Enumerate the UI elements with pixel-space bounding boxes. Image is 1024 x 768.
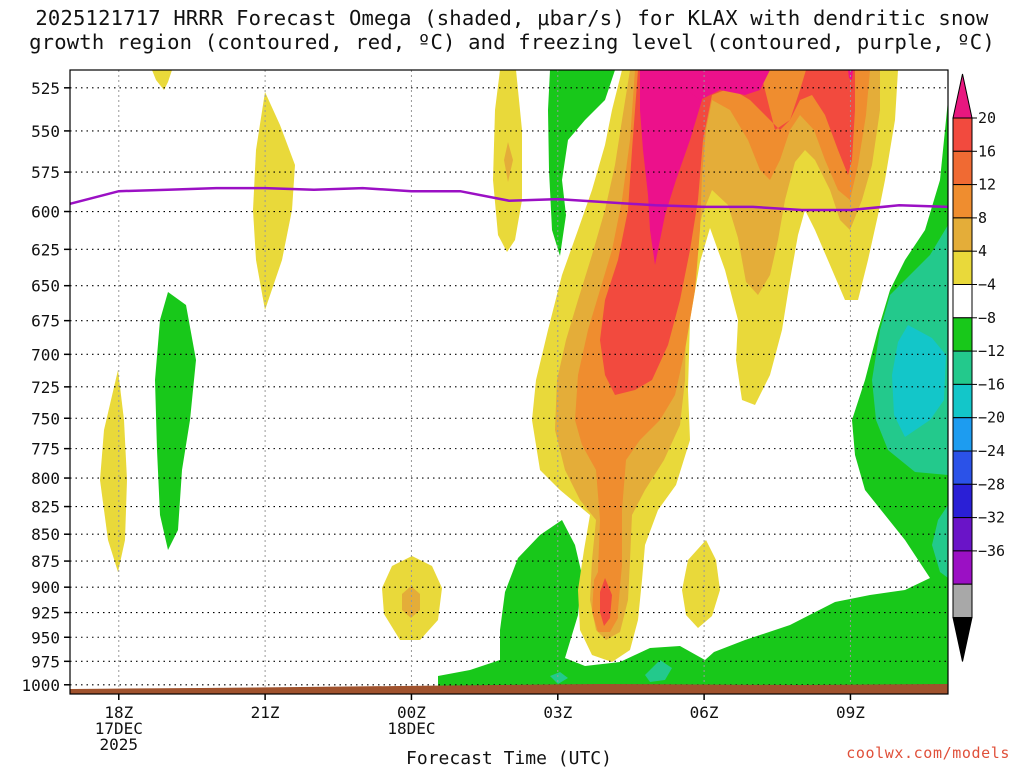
colorbar-segment-6 (952, 317, 973, 352)
colorbar-segment-5 (952, 284, 973, 319)
colorbar-label-1: 16 (978, 142, 996, 160)
y-tick-label-525: 525 (31, 79, 60, 98)
y-tick-label-975: 975 (31, 652, 60, 671)
colorbar-label-0: 20 (978, 109, 996, 127)
x-axis-label: Forecast Time (UTC) (406, 748, 612, 768)
freezing-level-line (69, 186, 949, 212)
x-tick-label-03Z: 03Z (543, 703, 572, 722)
colorbar-label-9: −20 (978, 409, 1005, 427)
y-tick-label-875: 875 (31, 552, 60, 571)
y-tick-label-775: 775 (31, 440, 60, 459)
y-tick-label-600: 600 (31, 203, 60, 222)
y-tick-label-950: 950 (31, 628, 60, 647)
x-tick-year-18Z: 2025 (100, 735, 139, 754)
colorbar-segment-4 (952, 250, 973, 285)
x-tick-date-00Z: 18DEC (387, 719, 435, 738)
y-tick-label-700: 700 (31, 345, 60, 364)
omega-shading (100, 70, 948, 694)
omega-green-region-03z-top (548, 70, 615, 256)
omega-yellow-blob-18z (100, 370, 127, 572)
x-tick-label-09Z: 09Z (836, 703, 865, 722)
colorbar-segment-10 (952, 450, 973, 485)
y-tick-label-900: 900 (31, 578, 60, 597)
colorbar-segment-3 (952, 217, 973, 252)
grid-lines (70, 70, 948, 694)
colorbar: 20 16 12 8 4 −4 −8 −12 −16 −20 −24 −28 −32 −36 (952, 73, 1005, 662)
colorbar-segment-12 (952, 517, 973, 552)
omega-magenta-core-2 (660, 70, 770, 100)
colorbar-segment-14 (952, 583, 973, 619)
colorbar-label-8: −16 (978, 375, 1005, 393)
terrain-strip (70, 684, 948, 694)
y-axis: 525 550 575 600 625 650 675 700 725 750 775 800 825 8… (21, 79, 70, 695)
colorbar-label-7: −12 (978, 342, 1005, 360)
y-tick-label-925: 925 (31, 604, 60, 623)
omega-magenta-core (640, 70, 702, 265)
omega-yellow-blob-21z (253, 92, 295, 310)
y-tick-label-1000: 1000 (21, 676, 60, 695)
omega-teal-speck-1 (645, 660, 672, 682)
x-tick-label-21Z: 21Z (251, 703, 280, 722)
omega-lightorange-dot-02z (504, 142, 513, 182)
colorbar-segment-11 (952, 483, 973, 519)
colorbar-label-2: 12 (978, 176, 996, 194)
title-line-2: growth region (contoured, red, ºC) and f… (29, 30, 995, 54)
y-tick-label-850: 850 (31, 525, 60, 544)
x-tick-date-18Z: 17DEC (95, 719, 143, 738)
colorbar-label-4: 4 (978, 242, 987, 260)
colorbar-label-12: −32 (978, 509, 1005, 527)
omega-teal-speck-2 (550, 672, 568, 684)
colorbar-label-13: −36 (978, 542, 1005, 560)
omega-yellow-blob-06z (682, 540, 720, 628)
credit-link[interactable]: coolwx.com/models (846, 744, 1010, 762)
y-tick-label-550: 550 (31, 122, 60, 141)
colorbar-segment-2 (952, 184, 973, 219)
x-tick-label-18Z: 18Z (104, 703, 133, 722)
colorbar-bottom-arrow (952, 617, 973, 662)
colorbar-label-11: −28 (978, 475, 1005, 493)
colorbar-segment-9 (952, 417, 973, 452)
y-tick-label-725: 725 (31, 378, 60, 397)
y-tick-label-575: 575 (31, 163, 60, 182)
chart-title: 2025121717 HRRR Forecast Omega (shaded, … (0, 6, 1024, 54)
colorbar-label-3: 8 (978, 209, 987, 227)
y-tick-label-825: 825 (31, 498, 60, 517)
colorbar-top-arrow (952, 73, 973, 119)
omega-red-core-lower-inner (600, 578, 612, 626)
omega-teal-sliver-right (932, 505, 948, 578)
colorbar-segment-7 (952, 350, 973, 385)
plot-frame (69, 69, 949, 695)
x-tick-label-06Z: 06Z (690, 703, 719, 722)
colorbar-segment-8 (952, 383, 973, 419)
colorbar-segment-0 (952, 117, 973, 152)
y-tick-label-800: 800 (31, 469, 60, 488)
y-tick-label-625: 625 (31, 240, 60, 259)
colorbar-segment-13 (952, 550, 973, 585)
x-tick-label-00Z: 00Z (397, 703, 426, 722)
colorbar-label-10: −24 (978, 442, 1005, 460)
y-tick-label-650: 650 (31, 277, 60, 296)
omega-cyan-region-right (892, 325, 946, 437)
title-line-1: 2025121717 HRRR Forecast Omega (shaded, … (35, 6, 989, 30)
omega-yellow-blob-top (152, 70, 172, 90)
omega-green-region-lower (438, 100, 948, 694)
colorbar-segment-1 (952, 150, 973, 186)
y-tick-label-675: 675 (31, 312, 60, 331)
colorbar-label-5: −4 (978, 276, 996, 294)
y-tick-label-750: 750 (31, 409, 60, 428)
colorbar-label-6: −8 (978, 309, 996, 327)
omega-green-blob-19z (155, 292, 196, 550)
